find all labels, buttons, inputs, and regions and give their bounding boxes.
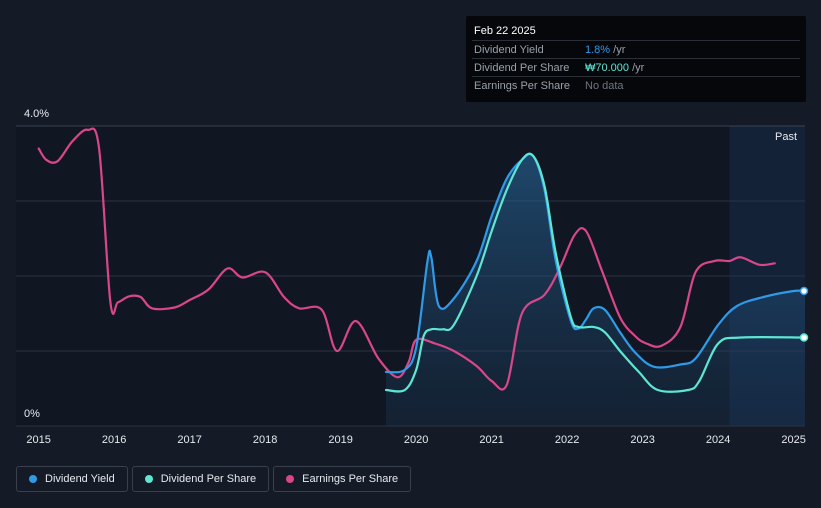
- tooltip-value-wrap: 1.8% /yr: [585, 44, 625, 56]
- dividend-per-share-end-marker: [799, 333, 809, 342]
- past-region-label: Past: [774, 131, 797, 143]
- tooltip-value-wrap: ₩70.000 /yr: [585, 62, 644, 74]
- dividend-yield-end-marker: [799, 286, 809, 296]
- dividend-per-share-line: [384, 152, 807, 393]
- x-tick-label: 2017: [177, 434, 201, 446]
- legend-dividend-per-share[interactable]: Dividend Per Share: [131, 466, 270, 492]
- y-axis-min-label: 0%: [24, 408, 40, 420]
- legend-dot-icon: [286, 475, 295, 483]
- tooltip-unit: /yr: [610, 44, 626, 56]
- tooltip-unit: /yr: [629, 62, 645, 74]
- legend-dot-icon: [144, 475, 153, 483]
- x-tick-label: 2023: [630, 434, 654, 446]
- tooltip-label: Earnings Per Share: [474, 80, 570, 92]
- legend-dot-icon: [29, 475, 37, 483]
- tooltip-value-wrap: No data: [585, 80, 624, 92]
- legend-label: Dividend Yield: [45, 473, 115, 485]
- x-tick-label: 2016: [102, 434, 126, 446]
- dividend-yield-line: [384, 152, 807, 374]
- tooltip-label: Dividend Per Share: [474, 62, 570, 74]
- x-tick-label: 2021: [479, 434, 503, 446]
- x-tick-label: 2022: [555, 434, 579, 446]
- tooltip-date: Feb 22 2025: [474, 25, 536, 37]
- tooltip-value: ₩70.000: [585, 62, 630, 74]
- legend-dividend-yield[interactable]: Dividend Yield: [16, 466, 128, 492]
- legend-label: Earnings Per Share: [302, 473, 399, 485]
- x-tick-label: 2020: [404, 434, 428, 446]
- tooltip-value: 1.8%: [585, 44, 611, 56]
- chart-legend: Dividend Yield Dividend Per Share Earnin…: [16, 466, 412, 492]
- x-tick-label: 2019: [328, 434, 352, 446]
- y-axis-max-label: 4.0%: [24, 108, 50, 120]
- data-tooltip: Feb 22 2025 Dividend Yield 1.8% /yr Divi…: [466, 16, 806, 102]
- tooltip-row-earnings-per-share: Earnings Per Share No data: [472, 76, 800, 95]
- tooltip-value: No data: [585, 80, 624, 92]
- earnings-per-share-line: [37, 127, 776, 391]
- x-tick-label: 2024: [706, 434, 730, 446]
- x-tick-label: 2015: [26, 434, 50, 446]
- tooltip-row-dividend-yield: Dividend Yield 1.8% /yr: [472, 40, 800, 59]
- tooltip-label: Dividend Yield: [474, 44, 544, 56]
- x-tick-label: 2025: [781, 434, 805, 446]
- tooltip-row-dividend-per-share: Dividend Per Share ₩70.000 /yr: [472, 58, 800, 77]
- x-tick-label: 2018: [253, 434, 277, 446]
- legend-earnings-per-share[interactable]: Earnings Per Share: [273, 466, 412, 492]
- legend-label: Dividend Per Share: [160, 473, 257, 485]
